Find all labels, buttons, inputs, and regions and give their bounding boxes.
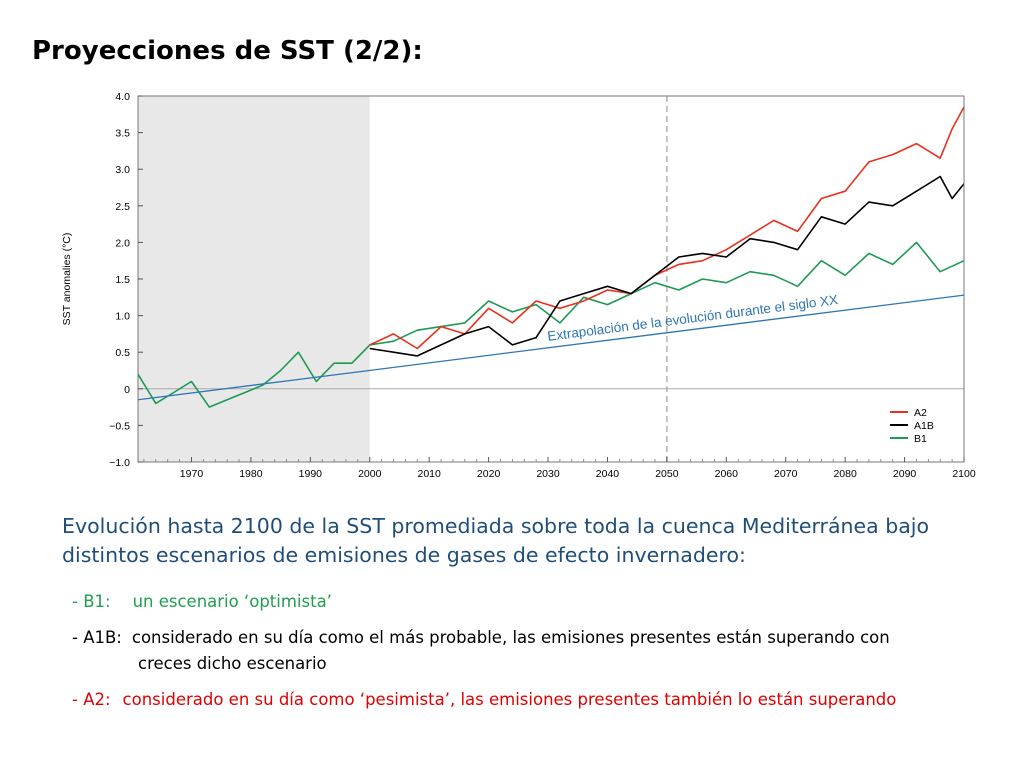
- bullet-a2-prefix: - A2:: [72, 690, 111, 709]
- bullet-a1b-text: considerado en su día como el más probab…: [131, 628, 890, 647]
- x-tick-label: 1980: [239, 468, 263, 480]
- series-a1b: [369, 175, 965, 357]
- shaded-period: [138, 96, 370, 462]
- y-tick-label: 0.5: [115, 347, 130, 359]
- y-tick-label: 2.0: [115, 237, 130, 249]
- y-axis-label: SST anomalies (°C): [61, 233, 73, 326]
- bullet-a1b-prefix: - A1B:: [72, 628, 122, 647]
- bullet-b1-prefix: - B1:: [72, 592, 111, 611]
- bullet-b1-text: un escenario ‘optimista’: [132, 592, 332, 611]
- x-tick-label: 2070: [774, 468, 798, 480]
- legend-label-a1b: A1B: [914, 420, 934, 432]
- x-tick-label: 1990: [299, 468, 323, 480]
- slide-title: Proyecciones de SST (2/2):: [32, 36, 423, 66]
- legend-label-b1: B1: [914, 433, 927, 445]
- bullet-b1: - B1: un escenario ‘optimista’: [72, 590, 332, 614]
- y-tick-label: 3.5: [115, 128, 130, 140]
- x-tick-label: 2000: [358, 468, 382, 480]
- series-b1: [137, 241, 965, 408]
- bullet-a1b: - A1B: considerado en su día como el más …: [72, 626, 890, 650]
- legend-label-a2: A2: [914, 407, 927, 419]
- x-tick-label: 2040: [596, 468, 620, 480]
- sst-chart: Extrapolación de la evolución durante el…: [61, 91, 976, 480]
- y-tick-label: 2.5: [115, 201, 130, 213]
- x-tick-label: 2020: [477, 468, 501, 480]
- bullet-a1b-continued: creces dicho escenario: [138, 654, 327, 673]
- y-tick-label: 3.0: [115, 164, 130, 176]
- x-tick-label: 2080: [833, 468, 857, 480]
- x-tick-label: 1970: [180, 468, 204, 480]
- bullet-a2: - A2: considerado en su día como ‘pesimis…: [72, 688, 896, 712]
- y-tick-label: 1.0: [115, 311, 130, 323]
- bullet-a2-text: considerado en su día como ‘pesimista’, …: [122, 690, 897, 709]
- x-tick-label: 2100: [952, 468, 976, 480]
- trend-line: [137, 294, 965, 401]
- y-tick-label: 1.5: [115, 274, 130, 286]
- y-tick-label: 0: [124, 384, 130, 396]
- x-tick-label: 2060: [715, 468, 739, 480]
- y-tick-label: 4.0: [115, 91, 130, 103]
- x-tick-label: 2090: [893, 468, 917, 480]
- x-tick-label: 2050: [655, 468, 679, 480]
- x-tick-label: 2030: [536, 468, 560, 480]
- chart-description: Evolución hasta 2100 de la SST promediad…: [62, 514, 930, 567]
- y-tick-label: −1.0: [109, 457, 130, 469]
- y-tick-label: −0.5: [109, 420, 130, 432]
- series-a2: [369, 106, 965, 350]
- x-tick-label: 2010: [418, 468, 442, 480]
